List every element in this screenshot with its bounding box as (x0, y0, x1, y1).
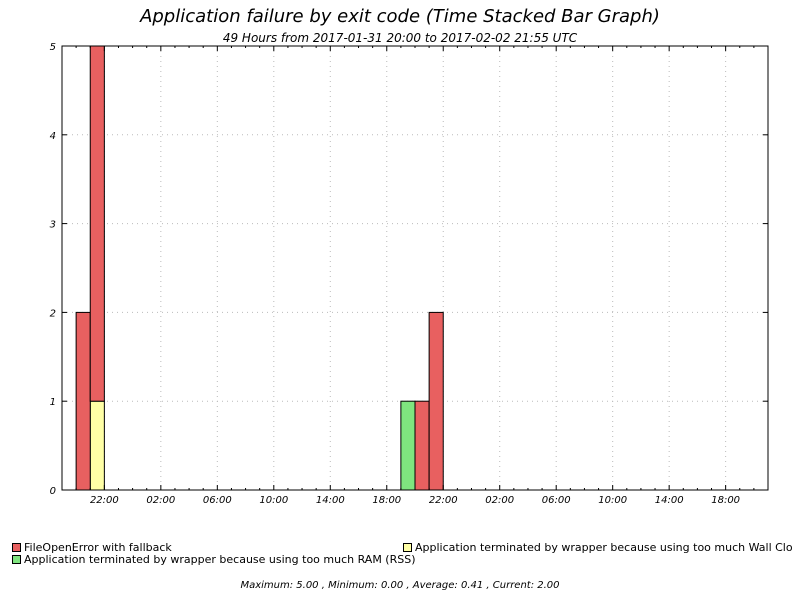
legend-item-wallclock: Application terminated by wrapper becaus… (403, 541, 793, 554)
ticks: 0 1 2 3 4 5 22:00 02:00 06:00 10:00 14:00 18:00 22:0… (50, 42, 769, 506)
y-tick-label: 4 (50, 131, 56, 142)
bar-segment (89, 45, 105, 402)
legend-label: Application terminated by wrapper becaus… (24, 553, 416, 566)
bars (75, 45, 444, 491)
stats-summary: Maximum: 5.00 , Minimum: 0.00 , Average:… (240, 580, 560, 591)
x-tick-label: 10:00 (259, 495, 288, 506)
x-tick-label: 22:00 (429, 495, 458, 506)
x-tick-label: 18:00 (711, 495, 740, 506)
x-tick-label: 14:00 (655, 495, 684, 506)
y-tick-label: 3 (50, 220, 56, 231)
x-tick-label: 18:00 (372, 495, 401, 506)
legend-swatch (403, 543, 412, 552)
legend-label: FileOpenError with fallback (24, 541, 172, 554)
legend-label: Application terminated by wrapper becaus… (415, 541, 793, 554)
y-tick-label: 1 (50, 397, 56, 408)
bar-segment (75, 311, 91, 491)
x-tick-label: 02:00 (485, 495, 514, 506)
x-tick-label: 06:00 (542, 495, 571, 506)
x-tick-label: 02:00 (146, 495, 175, 506)
y-tick-label: 2 (50, 308, 56, 319)
y-tick-label: 0 (50, 486, 56, 497)
legend-item-rss: Application terminated by wrapper becaus… (12, 553, 416, 566)
legend-item-fileopenerror: FileOpenError with fallback (12, 541, 172, 554)
chart-title: Application failure by exit code (Time S… (140, 6, 660, 27)
bar-segment (400, 400, 416, 491)
y-tick-label: 5 (50, 42, 56, 53)
x-tick-label: 10:00 (598, 495, 627, 506)
x-tick-label: 14:00 (316, 495, 345, 506)
bar-segment (89, 400, 105, 491)
x-tick-label: 22:00 (90, 495, 119, 506)
legend-swatch (12, 543, 21, 552)
bar-segment (414, 400, 430, 491)
legend-swatch (12, 555, 21, 564)
bar-segment (428, 311, 444, 491)
x-tick-label: 06:00 (203, 495, 232, 506)
chart-subtitle: 49 Hours from 2017-01-31 20:00 to 2017-0… (222, 31, 578, 45)
